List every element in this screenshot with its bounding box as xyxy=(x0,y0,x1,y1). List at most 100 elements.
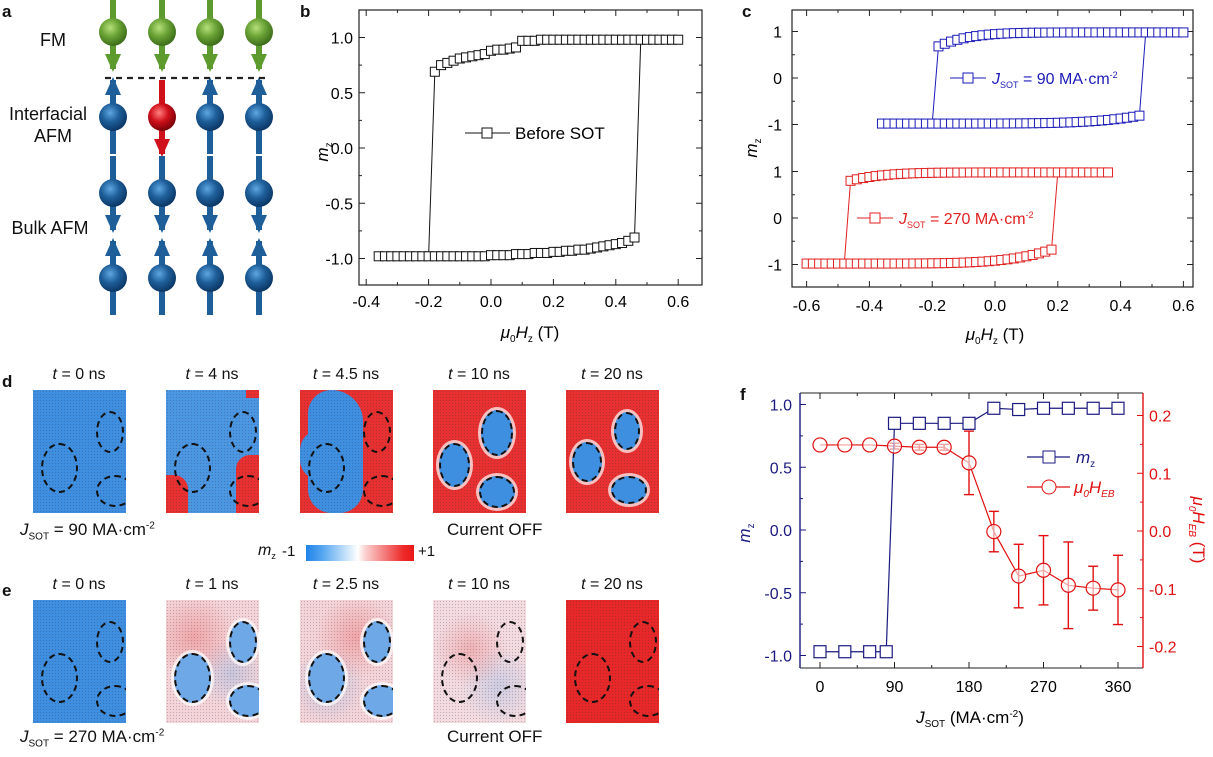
panel-a-label: a xyxy=(2,2,12,21)
dashed-ellipse-marker xyxy=(308,443,345,493)
spin-sphere xyxy=(148,264,176,292)
x-tick-label: -0.6 xyxy=(793,298,821,315)
x-axis-label: μ0Hz (T) xyxy=(500,323,560,345)
y-right-tick-label: 0.0 xyxy=(1149,524,1171,541)
spin-sphere xyxy=(99,179,127,207)
dashed-ellipse-marker xyxy=(496,621,524,663)
spin-sphere xyxy=(196,103,224,131)
data-point-upper xyxy=(1103,167,1114,178)
d-snapshot-map xyxy=(433,390,526,513)
x-tick-label: 0.6 xyxy=(667,294,689,311)
data-point-mz xyxy=(912,416,926,430)
data-point-lower xyxy=(1134,110,1145,121)
j-symbol: J xyxy=(20,520,29,539)
dashed-ellipse-marker xyxy=(96,475,126,507)
data-point-mz xyxy=(1111,401,1125,415)
dashed-ellipse-marker xyxy=(439,443,470,487)
y-tick-label: 0.0 xyxy=(331,141,353,158)
dashed-ellipse-marker xyxy=(611,476,647,504)
data-point-heb xyxy=(1011,568,1027,584)
interfacial-afm-spin xyxy=(99,77,127,154)
legend-marker-heb xyxy=(1041,479,1057,495)
x-tick-label: 0 xyxy=(816,679,825,696)
data-point-mz xyxy=(863,645,877,659)
data-point-heb xyxy=(1110,582,1126,598)
data-point-heb xyxy=(961,455,977,471)
data-point-mz xyxy=(962,416,976,430)
x-tick-label: 0.2 xyxy=(1047,298,1069,315)
legend-label-heb: μ0HEB xyxy=(1073,478,1115,500)
bulk-afm-spin xyxy=(99,156,127,233)
dashed-ellipse-marker xyxy=(229,685,259,717)
colorbar-sub: z xyxy=(271,551,276,562)
legend-marker xyxy=(481,127,493,139)
panel-f-label: f xyxy=(740,385,746,404)
data-point-mz xyxy=(1012,402,1026,417)
data-point-lower xyxy=(629,232,640,243)
d-snapshot-title: t = 20 ns xyxy=(581,366,643,383)
data-point-mz xyxy=(813,645,827,659)
colorbar-label: mz xyxy=(258,542,276,561)
y-right-tick-label: -0.2 xyxy=(1149,640,1177,657)
domain-region xyxy=(246,390,259,398)
dashed-ellipse-marker xyxy=(629,621,657,663)
y-tick-label: 0 xyxy=(773,71,782,88)
legend-label: JSOT = 90 MA·cm-2 xyxy=(991,70,1118,90)
y-left-tick-label: -1.0 xyxy=(764,649,792,666)
x-tick-label: 0.6 xyxy=(1172,298,1194,315)
arrow-down-icon xyxy=(105,54,121,72)
y-right-tick-label: 0.1 xyxy=(1149,466,1171,483)
chart-b-hysteresis: -0.4 -0.2 0.0 0.2 0.4 0.6 -1.0 -0.5 0.0 0.5 1.0 μ0H… xyxy=(313,9,703,345)
data-point-mz xyxy=(879,645,893,659)
spin-sphere xyxy=(148,103,176,131)
spin-sphere xyxy=(245,103,273,131)
dashed-ellipse-marker xyxy=(481,410,513,456)
arrow-down-icon xyxy=(251,215,267,233)
d-jsot-label: JSOT = 90 MA·cm-2 xyxy=(20,520,155,542)
arrow-up-icon xyxy=(105,238,121,256)
d-snapshot-title: t = 10 ns xyxy=(448,366,510,383)
dashed-ellipse-marker xyxy=(41,443,78,493)
arrow-down-icon xyxy=(202,54,218,72)
data-point-mz xyxy=(838,645,852,659)
dashed-ellipse-marker xyxy=(363,475,393,507)
fm-spin xyxy=(196,0,224,72)
legend-marker-mz xyxy=(1042,450,1056,464)
arrow-down-icon xyxy=(105,215,121,233)
dashed-ellipse-marker xyxy=(229,411,257,453)
data-point-mz xyxy=(1036,401,1051,415)
colorbar-m: m xyxy=(258,542,272,559)
j-symbol: J xyxy=(20,727,29,746)
bulk-afm-spin xyxy=(148,238,176,315)
spin-sphere xyxy=(148,18,176,46)
dashed-ellipse-marker xyxy=(96,411,124,453)
chart-f-dual-axis: 0 90 180 270 360 -1.0 -0.5 0.0 0.5 1.0 -0.2 -0.1 0.0… xyxy=(735,392,1208,730)
d-snapshot-title: t = 0 ns xyxy=(52,366,106,383)
e-snapshot-map xyxy=(166,600,259,723)
spin-sphere xyxy=(245,18,273,46)
plot-frame xyxy=(791,9,1194,288)
dashed-ellipse-marker xyxy=(96,685,126,717)
y-tick-label: 1 xyxy=(773,165,782,182)
e-jsot-label: JSOT = 270 MA·cm-2 xyxy=(20,727,164,749)
data-point-mz xyxy=(937,416,951,430)
dashed-ellipse-marker xyxy=(572,442,602,482)
data-point-heb xyxy=(812,437,828,453)
arrow-up-icon xyxy=(154,238,170,256)
y-tick-label: -0.5 xyxy=(325,196,353,213)
data-point-heb xyxy=(986,523,1002,540)
j-exponent: -2 xyxy=(155,727,165,739)
y-right-tick-label: -0.1 xyxy=(1149,582,1177,599)
data-point-heb xyxy=(886,438,903,454)
colorbar-min-label: -1 xyxy=(282,543,296,560)
fm-spin xyxy=(99,0,127,72)
d-current-off-label: Current OFF xyxy=(447,520,543,539)
layer-label-fm: FM xyxy=(40,30,66,50)
x-tick-label: 360 xyxy=(1105,679,1132,696)
e-snapshot-map xyxy=(300,600,393,723)
bulk-afm-spin xyxy=(245,156,273,233)
arrow-down-icon xyxy=(154,54,170,72)
j-exponent: -2 xyxy=(145,520,155,532)
series-line-before-sot xyxy=(378,39,679,257)
data-point-heb xyxy=(936,439,952,455)
